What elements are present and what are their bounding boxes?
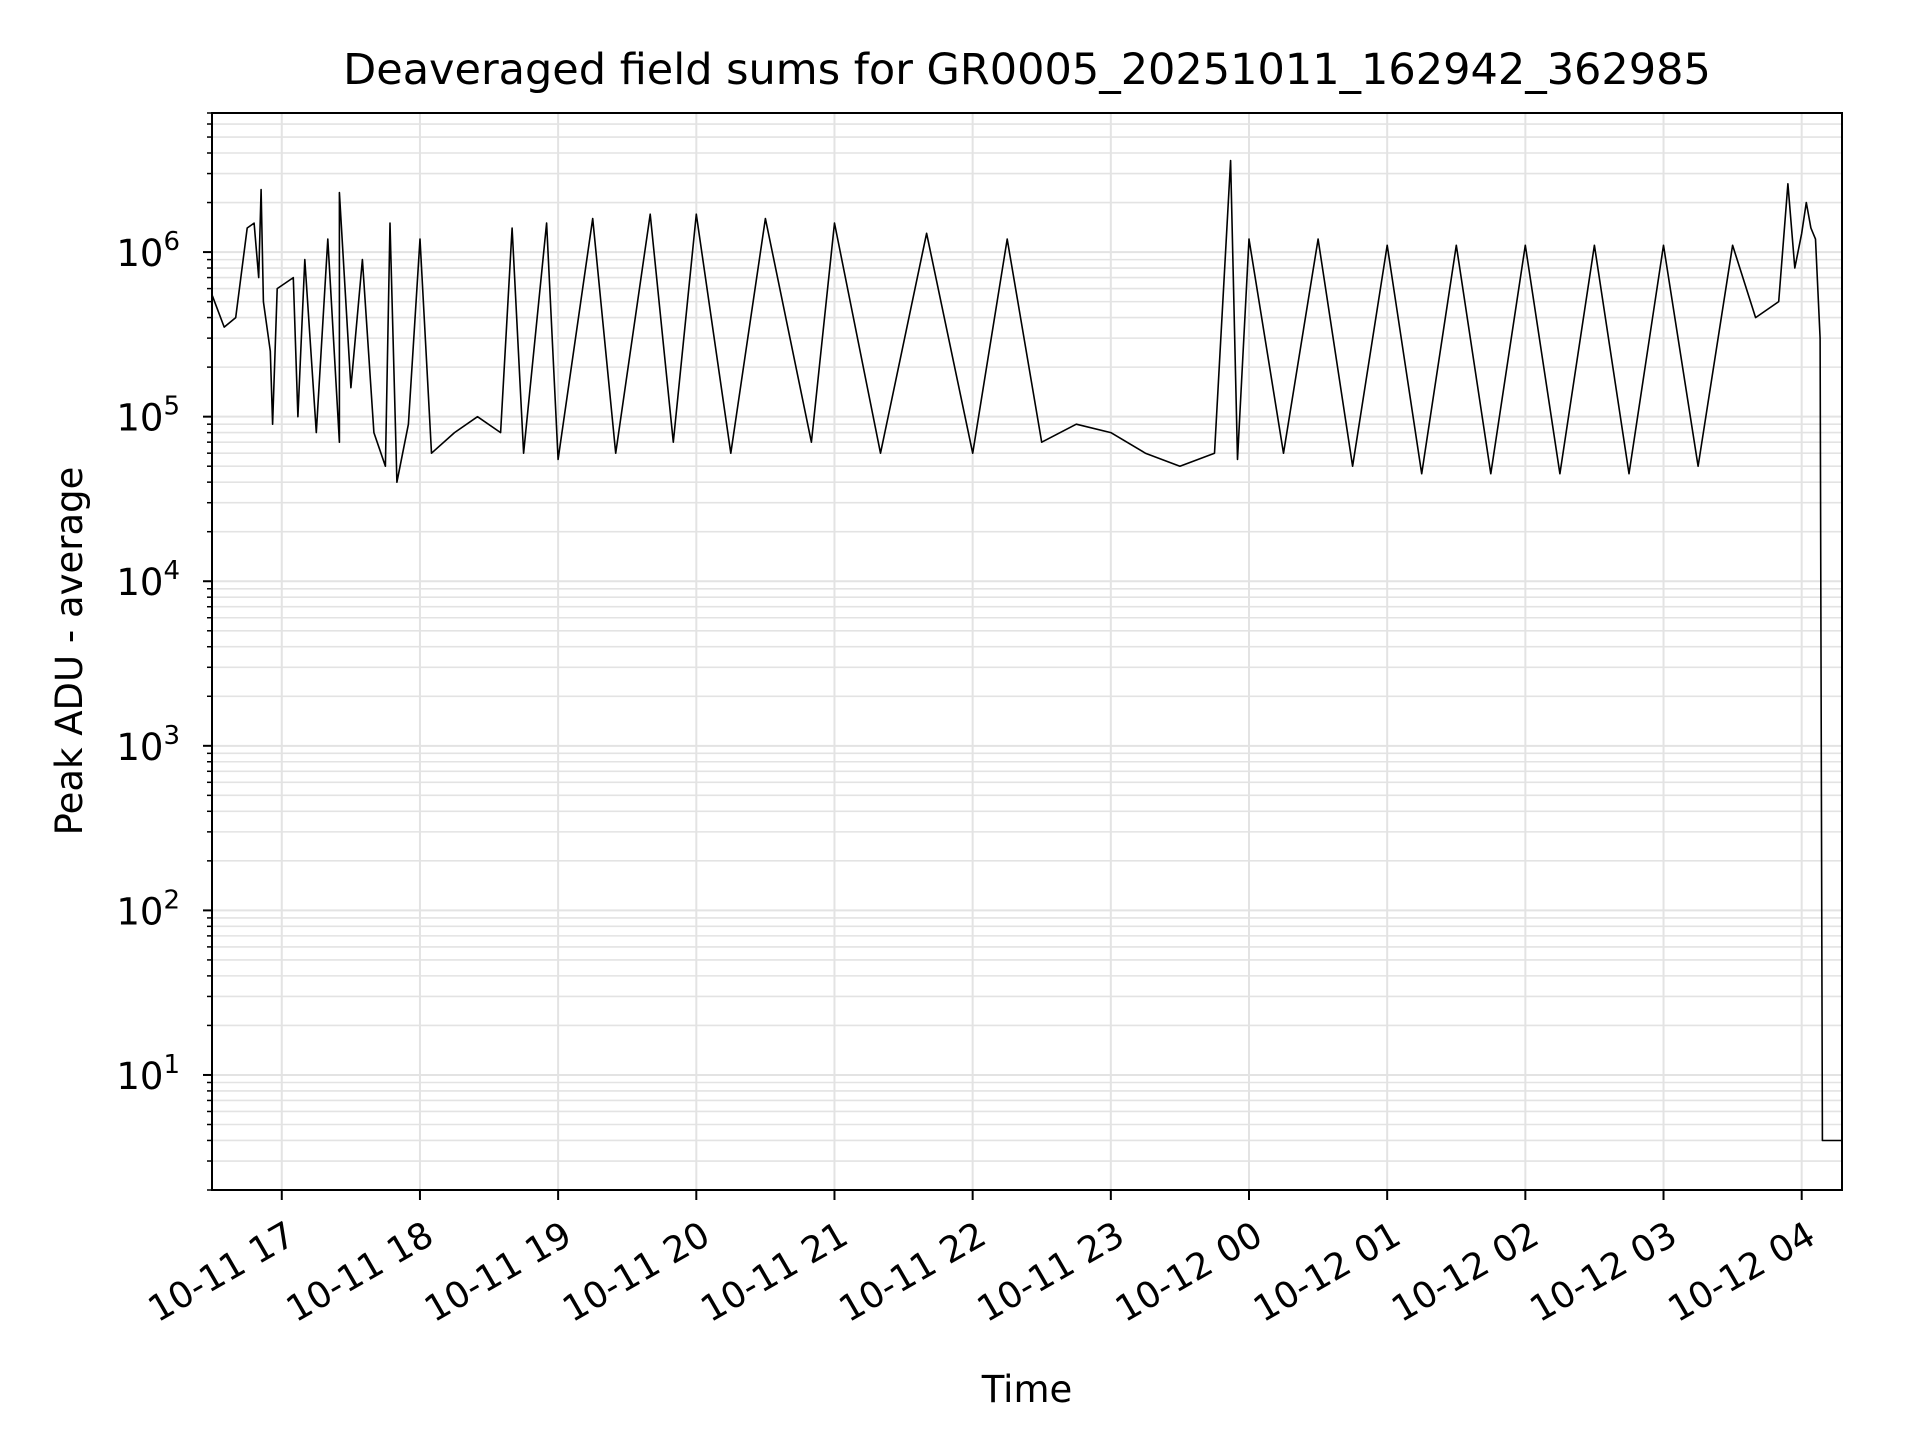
y-axis-label: Peak ADU - average: [48, 467, 91, 836]
chart-title: Deaveraged field sums for GR0005_2025101…: [343, 45, 1711, 95]
y-axis: 101 102 103 104 105 106: [116, 112, 212, 1191]
y-tick-label: 102: [116, 885, 180, 933]
grid: [212, 112, 1842, 1191]
plot-frame: [211, 112, 1843, 1191]
series-layer: [211, 159, 1842, 1142]
y-tick-label: 101: [116, 1050, 180, 1098]
y-tick-label: 105: [116, 392, 180, 440]
series-line: [211, 159, 1842, 1142]
y-tick-label: 104: [116, 556, 180, 604]
y-tick-label: 106: [116, 227, 180, 275]
x-axis-label: Time: [981, 1368, 1073, 1411]
y-tick-label: 103: [116, 721, 180, 769]
